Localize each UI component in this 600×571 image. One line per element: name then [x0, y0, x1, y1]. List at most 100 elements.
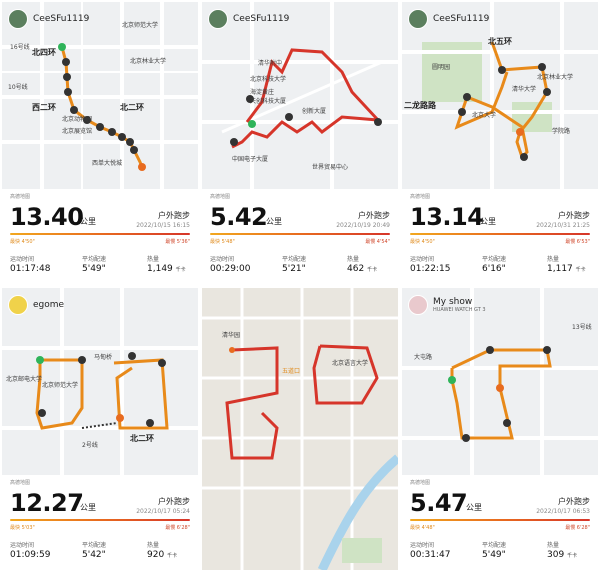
avatar[interactable] — [8, 9, 28, 29]
map-label: 中国电子大厦 — [232, 156, 269, 163]
map-card[interactable]: 清华园 五道口 北京语言大学 — [202, 288, 398, 570]
map-label: 五道口 — [282, 368, 301, 375]
user-header[interactable]: egome — [8, 295, 64, 315]
stat-label: 热量 — [147, 542, 160, 549]
stat-value: 01:09:59 — [10, 550, 51, 560]
run-card-1[interactable]: CeeSFu1119 16号线 北四环 10号线 西二环 北二环 北京动物园 北… — [2, 2, 198, 284]
map-label: 清华大学 — [512, 86, 537, 93]
map-label: 北京林业大学 — [130, 58, 167, 65]
activity-type: 户外跑步 — [358, 211, 390, 220]
stat-value: 462 千卡 — [347, 264, 377, 274]
stat-value: 6'16" — [482, 264, 506, 274]
route-map[interactable]: CeeSFu1119 北五环 北京林业大学 清华大学 北京大学 二龙路路 圆明园… — [402, 2, 598, 189]
distance-value: 5.42 — [210, 203, 268, 231]
avatar[interactable] — [208, 9, 228, 29]
stat-label: 平均配速 — [482, 542, 507, 549]
map-label: 二龙路路 — [404, 101, 436, 110]
route-map[interactable]: CeeSFu1119 海淀黄庄 天创科技大厦 清华附中 中国电子大厦 创新大厦 … — [202, 2, 398, 189]
map-label: 天创科技大厦 — [250, 98, 287, 105]
stat-value: 5'49" — [82, 264, 106, 274]
run-card-2[interactable]: CeeSFu1119 海淀黄庄 天创科技大厦 清华附中 中国电子大厦 创新大厦 … — [202, 2, 398, 284]
stat-value: 01:22:15 — [410, 264, 451, 274]
map-label: 世界贸易中心 — [312, 164, 349, 171]
stat-value: 00:31:47 — [410, 550, 451, 560]
distance-unit: 公里 — [466, 503, 482, 512]
map-label: 北京科技大学 — [250, 76, 287, 83]
map-source: 高德地图 — [210, 194, 231, 200]
map-source: 高德地图 — [10, 194, 31, 200]
map-label: 清华园 — [222, 332, 241, 339]
route-map[interactable]: My show HUAWEI WATCH GT 3 13号线 大屯路 — [402, 288, 598, 475]
distance-unit: 公里 — [80, 503, 96, 512]
stat-value: 1,149 千卡 — [147, 264, 186, 274]
stat-value: 5'49" — [482, 550, 506, 560]
route-map-svg — [402, 288, 598, 475]
run-card-6[interactable]: My show HUAWEI WATCH GT 3 13号线 大屯路 高德地图 … — [402, 288, 598, 570]
calorie-number: 309 — [547, 550, 565, 560]
calorie-number: 1,117 — [547, 264, 573, 274]
route-map[interactable]: egome 北京师范大学 马甸桥 北二环 北京邮电大学 2号线 — [2, 288, 198, 475]
map-label: 北二环 — [130, 434, 154, 443]
user-info: My show HUAWEI WATCH GT 3 — [433, 297, 486, 313]
stat-label: 运动时间 — [210, 256, 235, 263]
pace-gradient-bar — [410, 519, 590, 521]
username: CeeSFu1119 — [233, 14, 290, 24]
stat-value: 5'21" — [282, 264, 306, 274]
stat-label: 平均配速 — [282, 256, 307, 263]
route-map-svg — [402, 2, 598, 189]
slowest-pace: 最慢 5'36" — [165, 239, 190, 245]
stat-label: 运动时间 — [10, 256, 35, 263]
calorie-number: 920 — [147, 550, 165, 560]
map-label: 学院路 — [552, 128, 571, 135]
activity-date: 2022/10/17 05:24 — [136, 508, 190, 515]
activity-date: 2022/10/15 16:15 — [136, 222, 190, 229]
route-map-svg — [202, 288, 398, 570]
route-map-svg — [2, 2, 198, 189]
stat-value: 1,117 千卡 — [547, 264, 586, 274]
run-card-4[interactable]: egome 北京师范大学 马甸桥 北二环 北京邮电大学 2号线 高德地图 12.… — [2, 288, 198, 570]
distance-value: 5.47 — [410, 489, 468, 517]
run-card-3[interactable]: CeeSFu1119 北五环 北京林业大学 清华大学 北京大学 二龙路路 圆明园… — [402, 2, 598, 284]
stat-label: 热量 — [547, 542, 560, 549]
map-label: 北京林业大学 — [537, 74, 574, 81]
map-label: 北京师范大学 — [122, 22, 159, 29]
map-label: 北五环 — [488, 37, 512, 46]
distance-unit: 公里 — [266, 217, 282, 226]
avatar[interactable] — [408, 9, 428, 29]
user-header[interactable]: CeeSFu1119 — [408, 9, 489, 29]
stat-value: 309 千卡 — [547, 550, 577, 560]
stat-value: 00:29:00 — [210, 264, 251, 274]
map-label: 北京展览馆 — [62, 128, 93, 135]
activity-date: 2022/10/19 20:49 — [336, 222, 390, 229]
calorie-number: 1,149 — [147, 264, 173, 274]
stat-label: 平均配速 — [82, 256, 107, 263]
stat-value: 5'42" — [82, 550, 106, 560]
stat-label: 热量 — [147, 256, 160, 263]
map-label: 西单大悦城 — [92, 160, 123, 167]
distance-value: 13.40 — [10, 203, 84, 231]
stat-value: 01:17:48 — [10, 264, 51, 274]
map-source: 高德地图 — [410, 480, 431, 486]
stat-label: 平均配速 — [82, 542, 107, 549]
map-source: 高德地图 — [10, 480, 31, 486]
calorie-unit: 千卡 — [175, 267, 186, 273]
map-label: 北京语言大学 — [332, 360, 369, 367]
slowest-pace: 最慢 6'28" — [165, 525, 190, 531]
stat-label: 平均配速 — [482, 256, 507, 263]
activity-type: 户外跑步 — [158, 211, 190, 220]
avatar[interactable] — [8, 295, 28, 315]
map-label: 海淀黄庄 — [250, 89, 275, 96]
user-header[interactable]: CeeSFu1119 — [8, 9, 89, 29]
route-map-svg — [202, 2, 398, 189]
map-label: 2号线 — [82, 442, 98, 449]
user-header[interactable]: CeeSFu1119 — [208, 9, 289, 29]
username: CeeSFu1119 — [433, 14, 490, 24]
map-label: 清华附中 — [258, 60, 283, 67]
avatar[interactable] — [408, 295, 428, 315]
route-map[interactable]: CeeSFu1119 16号线 北四环 10号线 西二环 北二环 北京动物园 北… — [2, 2, 198, 189]
user-header[interactable]: My show HUAWEI WATCH GT 3 — [408, 295, 486, 315]
map-label: 北京师范大学 — [42, 382, 79, 389]
username: egome — [33, 300, 65, 310]
pace-gradient-bar — [210, 233, 390, 235]
map-label: 北二环 — [120, 103, 144, 112]
